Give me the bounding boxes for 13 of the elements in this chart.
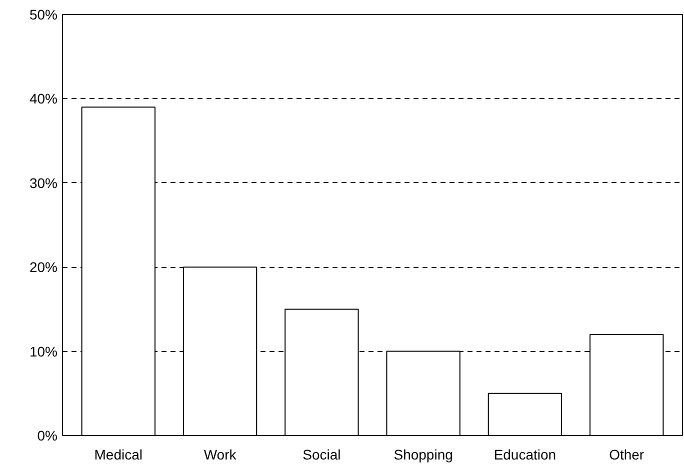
y-tick-label: 10% xyxy=(29,343,58,360)
y-tick-label: 40% xyxy=(29,90,58,107)
y-tick-label: 30% xyxy=(29,174,58,191)
y-tick-label: 0% xyxy=(37,428,58,444)
x-tick-label: Education xyxy=(494,446,556,462)
x-tick-label: Medical xyxy=(94,446,143,462)
x-tick-label: Social xyxy=(302,446,341,462)
x-tick-label: Work xyxy=(204,446,238,462)
bar xyxy=(488,392,562,436)
y-tick-label: 20% xyxy=(29,259,58,276)
x-tick-label: Other xyxy=(609,446,644,462)
x-tick-label: Shopping xyxy=(394,446,453,462)
y-tick-label: 50% xyxy=(29,6,58,22)
